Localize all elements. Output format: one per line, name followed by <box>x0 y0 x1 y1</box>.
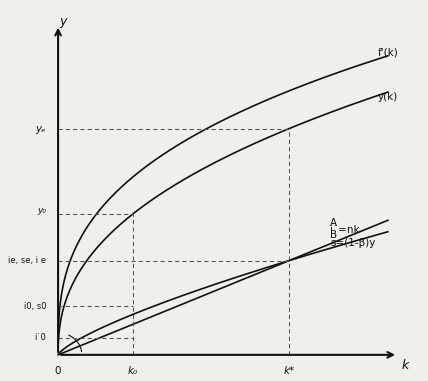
Text: k: k <box>401 359 409 372</box>
Text: y₀: y₀ <box>37 206 46 215</box>
Text: yₑ: yₑ <box>36 123 46 133</box>
Text: A: A <box>330 218 337 228</box>
Text: i0, s0: i0, s0 <box>24 302 46 311</box>
Text: y: y <box>59 15 67 28</box>
Text: i˙0: i˙0 <box>34 333 46 342</box>
Text: y(k): y(k) <box>377 92 398 102</box>
Text: k*: k* <box>284 366 295 376</box>
Text: ie, se, i e: ie, se, i e <box>8 256 46 265</box>
Text: f'(k): f'(k) <box>377 48 398 58</box>
Text: k₀: k₀ <box>128 366 138 376</box>
Text: 0: 0 <box>55 366 61 376</box>
Text: B: B <box>330 230 337 240</box>
Text: s=(1-β)y: s=(1-β)y <box>330 238 375 248</box>
Text: i˙=nk: i˙=nk <box>330 226 360 235</box>
